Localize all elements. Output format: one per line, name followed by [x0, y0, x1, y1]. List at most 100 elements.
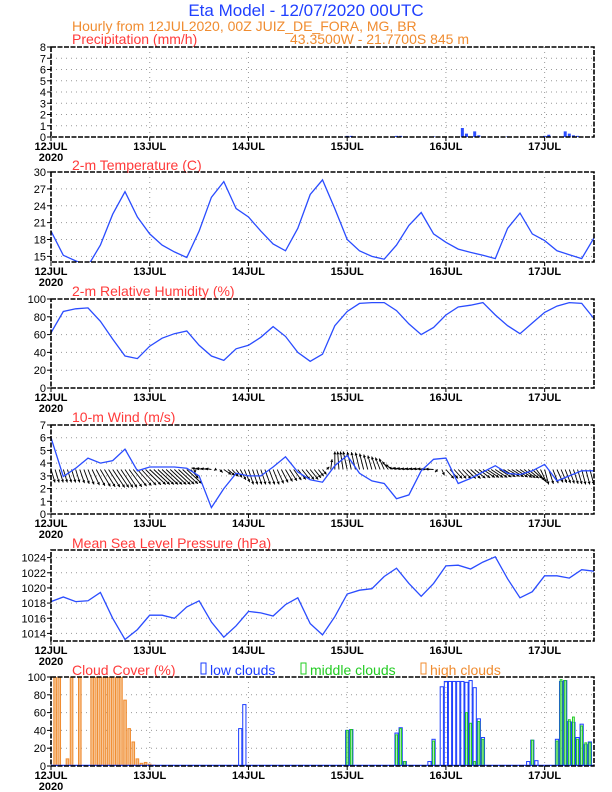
legend-low-label: low clouds [210, 662, 275, 678]
temp-year-label: 2020 [39, 277, 63, 289]
middle-cloud-bar [399, 728, 403, 766]
wind-vector [137, 469, 152, 486]
cloud-title: Cloud Cover (%) [72, 662, 175, 678]
temp-ytick-label: 18 [34, 235, 46, 247]
rh-ytick-label: 20 [34, 365, 46, 377]
legend-high-label: high clouds [430, 662, 501, 678]
rh-title: 2-m Relative Humidity (%) [72, 283, 235, 299]
wind-vector-head [251, 481, 255, 485]
precip-bar [473, 131, 477, 137]
wind-vector [186, 469, 203, 484]
precip-bar [571, 135, 575, 137]
high-cloud-bar [119, 677, 123, 766]
wind-vector-head [524, 474, 528, 478]
wind-vector-head [333, 451, 337, 455]
wind-vector-head [546, 481, 550, 485]
wind-vector [141, 469, 157, 486]
mslp-ytick-label: 1022 [22, 568, 46, 580]
wind-vector [174, 469, 191, 485]
wind-ytick-label: 6 [40, 433, 46, 445]
precip-ytick-label: 4 [40, 87, 46, 99]
wind-vector-head [330, 459, 334, 463]
wind-vector-head [117, 483, 120, 488]
low-cloud-bar [468, 680, 473, 766]
high-cloud-bar [69, 677, 74, 766]
high-cloud-bar [102, 677, 107, 766]
wind-vector-head [65, 479, 68, 483]
precip-xtick-label: 13JUL [133, 141, 166, 153]
wind-vector-head [183, 481, 187, 485]
wind-vector-head [516, 473, 520, 477]
wind-vector-head [96, 481, 100, 486]
wind-ytick-label: 0 [40, 509, 46, 521]
wind-vector-head [170, 481, 174, 485]
precip-ytick-label: 0 [40, 132, 46, 144]
legend-high-swatch [420, 662, 427, 675]
wind-vector-head [587, 481, 591, 485]
wind-vector [153, 469, 171, 485]
chart-subtitle: Hourly from 12JUL2020, 00Z JUIZ_DE_FORA,… [72, 18, 417, 34]
wind-vector [157, 469, 175, 485]
high-cloud-bar [123, 699, 127, 766]
precip-xtick-label: 14JUL [232, 141, 265, 153]
middle-cloud-bar [349, 729, 353, 766]
low-cloud-bar [456, 680, 461, 766]
cloud-ytick-label: 20 [34, 743, 46, 755]
low-cloud-bar [476, 718, 481, 766]
wind-vector-head [195, 475, 199, 479]
wind-vector-head [392, 466, 396, 470]
wind-vector-head [508, 474, 512, 478]
wind-vector-head [191, 481, 195, 485]
cloud-xtick-label: 13JUL [133, 770, 166, 782]
wind-vector-head [311, 476, 315, 480]
wind-vector-head [382, 461, 386, 465]
wind-ytick-label: 4 [40, 458, 46, 470]
low-cloud-bar [460, 680, 465, 766]
wind-vector-head [148, 482, 152, 486]
wind-vector-head [174, 481, 179, 485]
wind-vector-head [121, 484, 125, 488]
precip-bar [460, 128, 464, 137]
high-cloud-bar [57, 677, 62, 766]
cloud-ytick-label: 0 [40, 761, 46, 773]
wind-line [51, 437, 594, 510]
wind-vector-head [320, 473, 324, 477]
wind-vector-head [543, 479, 547, 483]
high-cloud-bar [143, 761, 148, 766]
rh-ytick-label: 0 [40, 383, 46, 395]
wind-vector-head [491, 474, 495, 478]
wind-vector-head [77, 479, 81, 483]
chart-title: Eta Model - 12/07/2020 00UTC [188, 1, 423, 20]
precip-title: Precipitation (mm/h) [72, 31, 197, 47]
wind-vector-head [342, 451, 346, 455]
wind-vector-head [259, 481, 263, 485]
wind-vector-head [196, 467, 200, 471]
temp-frame [50, 171, 595, 263]
high-cloud-bar [94, 677, 99, 766]
rh-ytick-label: 40 [34, 347, 46, 359]
temp-marks [51, 178, 594, 262]
cloud-xtick-label: 14JUL [232, 770, 265, 782]
wind-vector-head [239, 474, 243, 478]
wind-vector-head [477, 475, 481, 479]
wind-vector-head [166, 481, 170, 485]
rh-frame [50, 298, 595, 389]
wind-vector-head [512, 474, 516, 477]
wind-vector [132, 469, 147, 487]
mslp-ytick-label: 1020 [22, 583, 46, 595]
low-cloud-bar [452, 680, 457, 766]
precip-bar [543, 135, 547, 137]
wind-vector-head [91, 481, 95, 485]
wind-vector [91, 469, 100, 486]
low-cloud-bar [394, 732, 399, 766]
wind-vector-head [134, 484, 138, 488]
wind-vector-head [504, 474, 508, 478]
cloud-ytick-label: 100 [28, 672, 46, 684]
wind-vector [178, 469, 195, 485]
wind-vector-head [409, 467, 413, 471]
mslp-ytick-label: 1018 [22, 598, 46, 610]
wind-vector-head [60, 479, 64, 483]
precip-ytick-label: 5 [40, 76, 46, 88]
wind-xtick-label: 16JUL [429, 518, 462, 530]
wind-vector-head [459, 475, 463, 479]
